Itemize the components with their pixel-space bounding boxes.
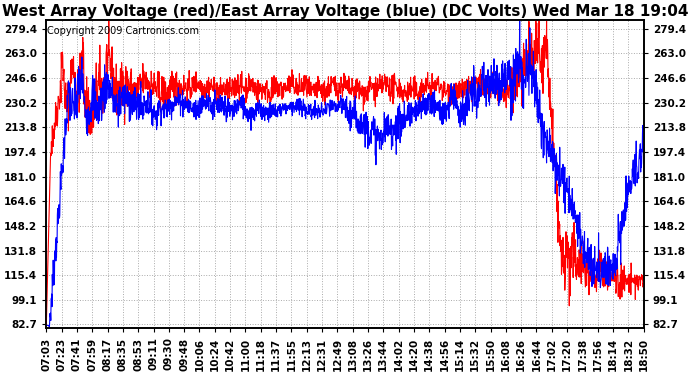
Text: Copyright 2009 Cartronics.com: Copyright 2009 Cartronics.com <box>47 27 199 36</box>
Title: West Array Voltage (red)/East Array Voltage (blue) (DC Volts) Wed Mar 18 19:04: West Array Voltage (red)/East Array Volt… <box>2 4 688 19</box>
